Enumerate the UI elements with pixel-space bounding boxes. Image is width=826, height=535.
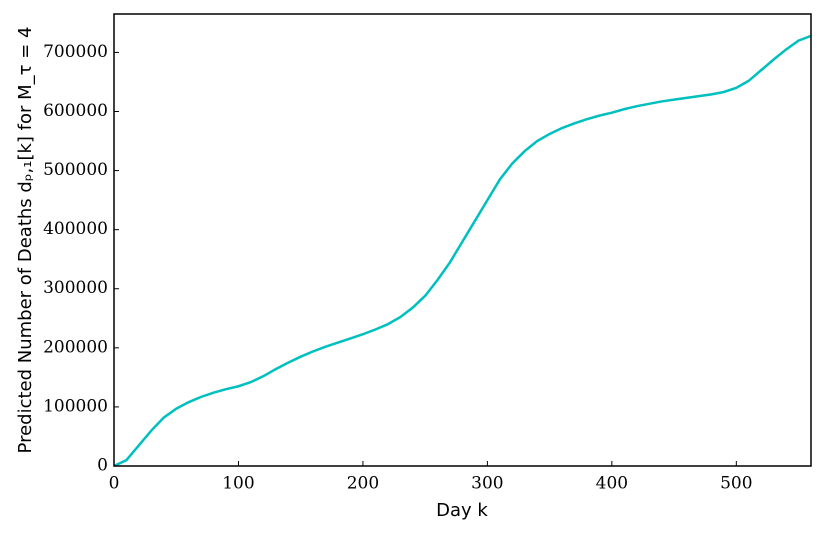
- x-tick-label: 300: [471, 474, 503, 494]
- x-tick-label: 400: [596, 474, 628, 494]
- y-tick-label: 0: [97, 456, 108, 476]
- y-tick-label: 100000: [43, 396, 108, 416]
- x-tick-label: 0: [109, 474, 120, 494]
- plot-frame: [113, 13, 812, 467]
- y-tick-label: 400000: [43, 219, 108, 239]
- y-tick-label: 200000: [43, 337, 108, 357]
- y-tick-label: 600000: [43, 101, 108, 121]
- x-tick-label: 100: [222, 474, 254, 494]
- y-tick-label: 300000: [43, 278, 108, 298]
- data-line: [113, 34, 812, 468]
- x-tick-label: 200: [347, 474, 379, 494]
- x-tick-label: 500: [720, 474, 752, 494]
- y-tick-label: 500000: [43, 160, 108, 180]
- y-axis-label: Predicted Number of Deaths dₚ,₁[k] for M…: [15, 27, 36, 454]
- y-tick-label: 700000: [43, 42, 108, 62]
- x-axis-label: Day k: [436, 500, 488, 521]
